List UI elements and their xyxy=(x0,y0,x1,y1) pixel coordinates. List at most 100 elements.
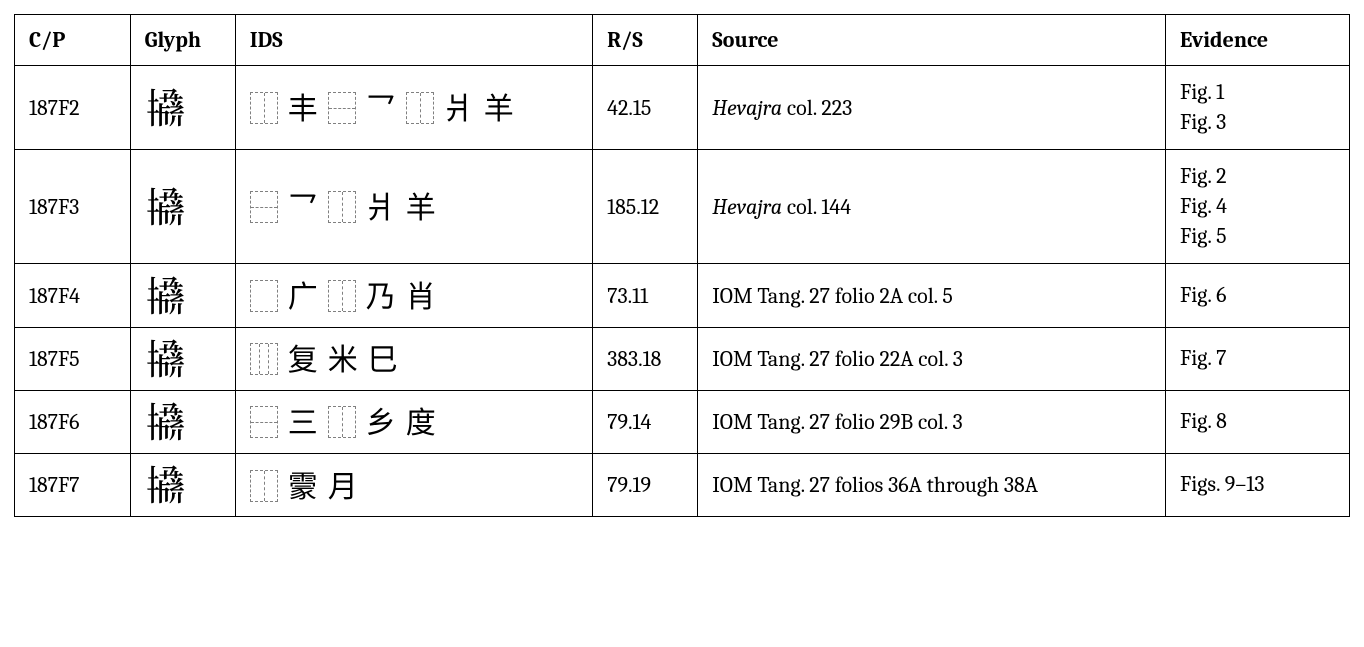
cell-source: Hevajra col. 223 xyxy=(698,66,1166,150)
source-rest: IOM Tang. 27 folios 36A through 38A xyxy=(712,472,1038,498)
col-header-rs: R/S xyxy=(593,15,698,66)
cell-ids: 广 乃肖 xyxy=(235,264,592,327)
ids-stroke: 乡 xyxy=(366,407,396,437)
tangut-glyph: 𘟲 xyxy=(145,466,189,510)
table-body: 187F2𘟲丰乛爿羊42.15Hevajra col. 223Fig. 1Fig… xyxy=(15,66,1350,517)
ids-placeholder-box xyxy=(328,92,356,124)
source-rest: IOM Tang. 27 folio 22A col. 3 xyxy=(712,346,963,372)
evidence-line: Fig. 7 xyxy=(1180,344,1335,374)
ids-stroke: 巳 xyxy=(368,344,398,374)
ids-placeholder-box xyxy=(250,280,278,312)
ids-stroke: 广 xyxy=(288,281,318,311)
cell-cp: 187F7 xyxy=(15,454,131,517)
source-rest: col. 144 xyxy=(782,194,851,220)
ids-stroke: 乃 xyxy=(366,281,396,311)
source-title: Hevajra xyxy=(712,194,782,220)
evidence-line: Fig. 6 xyxy=(1180,281,1335,311)
table-row: 187F3𘟲乛爿羊185.12Hevajra col. 144Fig. 2Fig… xyxy=(15,150,1350,264)
cell-ids: 霥月 xyxy=(235,454,592,517)
source-rest: IOM Tang. 27 folio 29B col. 3 xyxy=(712,409,962,435)
cell-rs: 185.12 xyxy=(593,150,698,264)
ids-stroke: 羊 xyxy=(406,192,436,222)
source-rest: IOM Tang. 27 folio 2A col. 5 xyxy=(712,283,953,309)
cell-glyph: 𘟲 xyxy=(130,66,235,150)
col-header-glyph: Glyph xyxy=(130,15,235,66)
cell-evidence: Fig. 7 xyxy=(1166,327,1350,390)
cell-cp: 187F3 xyxy=(15,150,131,264)
cell-cp: 187F5 xyxy=(15,327,131,390)
cell-evidence: Fig. 1Fig. 3 xyxy=(1166,66,1350,150)
evidence-line: Fig. 5 xyxy=(1180,222,1335,252)
ids-stroke: 月 xyxy=(328,471,358,501)
ids-stroke: 羊 xyxy=(484,93,514,123)
ids-stroke: 爿 xyxy=(366,192,396,222)
col-header-source: Source xyxy=(698,15,1166,66)
cell-cp: 187F2 xyxy=(15,66,131,150)
ids-placeholder-box xyxy=(250,191,278,223)
col-header-cp: C/P xyxy=(15,15,131,66)
ids-placeholder-box xyxy=(328,280,356,312)
cell-ids: 复米巳 xyxy=(235,327,592,390)
col-header-evid: Evidence xyxy=(1166,15,1350,66)
cell-source: IOM Tang. 27 folio 29B col. 3 xyxy=(698,390,1166,453)
ids-stroke: 乛 xyxy=(366,93,396,123)
ids-stroke: 爿 xyxy=(444,93,474,123)
tangut-glyph: 𘟲 xyxy=(145,340,189,384)
table-row: 187F7𘟲霥月79.19IOM Tang. 27 folios 36A thr… xyxy=(15,454,1350,517)
ids-stroke: 度 xyxy=(406,407,436,437)
cell-evidence: Fig. 2Fig. 4Fig. 5 xyxy=(1166,150,1350,264)
evidence-line: Fig. 3 xyxy=(1180,108,1335,138)
table-row: 187F5𘟲复米巳383.18IOM Tang. 27 folio 22A co… xyxy=(15,327,1350,390)
ids-stroke: 肖 xyxy=(406,281,436,311)
cell-cp: 187F4 xyxy=(15,264,131,327)
ids-stroke: 丰 xyxy=(288,93,318,123)
evidence-line: Fig. 8 xyxy=(1180,407,1335,437)
cell-rs: 79.14 xyxy=(593,390,698,453)
cell-glyph: 𘟲 xyxy=(130,327,235,390)
table-row: 187F4 𘟲 广 乃肖 73.11 IOM Tang. 27 folio 2A col.… xyxy=(15,264,1350,327)
cell-glyph: 𘟲 xyxy=(130,150,235,264)
cell-source: IOM Tang. 27 folios 36A through 38A xyxy=(698,454,1166,517)
cell-rs: 79.19 xyxy=(593,454,698,517)
ids-placeholder-box xyxy=(250,470,278,502)
cell-evidence: Fig. 8 xyxy=(1166,390,1350,453)
tangut-table: C/P Glyph IDS R/S Source Evidence 187F2 𘟲… xyxy=(14,14,1350,517)
header-row: C/P Glyph IDS R/S Source Evidence xyxy=(15,15,1350,66)
evidence-line: Figs. 9–13 xyxy=(1180,470,1335,500)
cell-ids: 三 乡度 xyxy=(235,390,592,453)
cell-evidence: Fig. 6 xyxy=(1166,264,1350,327)
cell-rs: 383.18 xyxy=(593,327,698,390)
cell-glyph: 𘟲 xyxy=(130,454,235,517)
cell-ids: 丰 乛 爿羊 xyxy=(235,66,592,150)
cell-cp: 187F6 xyxy=(15,390,131,453)
cell-source: IOM Tang. 27 folio 22A col. 3 xyxy=(698,327,1166,390)
ids-stroke: 三 xyxy=(288,407,318,437)
ids-placeholder-box xyxy=(250,343,278,375)
evidence-line: Fig. 1 xyxy=(1180,78,1335,108)
ids-placeholder-box xyxy=(328,406,356,438)
cell-glyph: 𘟲 xyxy=(130,390,235,453)
tangut-glyph: 𘟲 xyxy=(145,403,189,447)
cell-ids: 乛 爿羊 xyxy=(235,150,592,264)
ids-placeholder-box xyxy=(406,92,434,124)
ids-stroke: 乛 xyxy=(288,192,318,222)
ids-stroke: 米 xyxy=(328,344,358,374)
ids-stroke: 霥 xyxy=(288,471,318,501)
ids-placeholder-box xyxy=(328,191,356,223)
col-header-ids: IDS xyxy=(235,15,592,66)
table-row: 187F2𘟲丰乛爿羊42.15Hevajra col. 223Fig. 1Fig… xyxy=(15,66,1350,150)
ids-placeholder-box xyxy=(250,406,278,438)
ids-placeholder-box xyxy=(250,92,278,124)
evidence-line: Fig. 2 xyxy=(1180,162,1335,192)
cell-glyph: 𘟲 xyxy=(130,264,235,327)
tangut-glyph: 𘟲 xyxy=(145,188,189,232)
source-rest: col. 223 xyxy=(782,95,852,121)
cell-rs: 42.15 xyxy=(593,66,698,150)
tangut-glyph: 𘟲 xyxy=(145,89,189,133)
cell-source: Hevajra col. 144 xyxy=(698,150,1166,264)
tangut-glyph: 𘟲 xyxy=(145,277,189,321)
ids-stroke: 复 xyxy=(288,344,318,374)
cell-evidence: Figs. 9–13 xyxy=(1166,454,1350,517)
cell-rs: 73.11 xyxy=(593,264,698,327)
table-row: 187F6 𘟲 三 乡度 79.14 IOM Tang. 27 folio 29B col… xyxy=(15,390,1350,453)
